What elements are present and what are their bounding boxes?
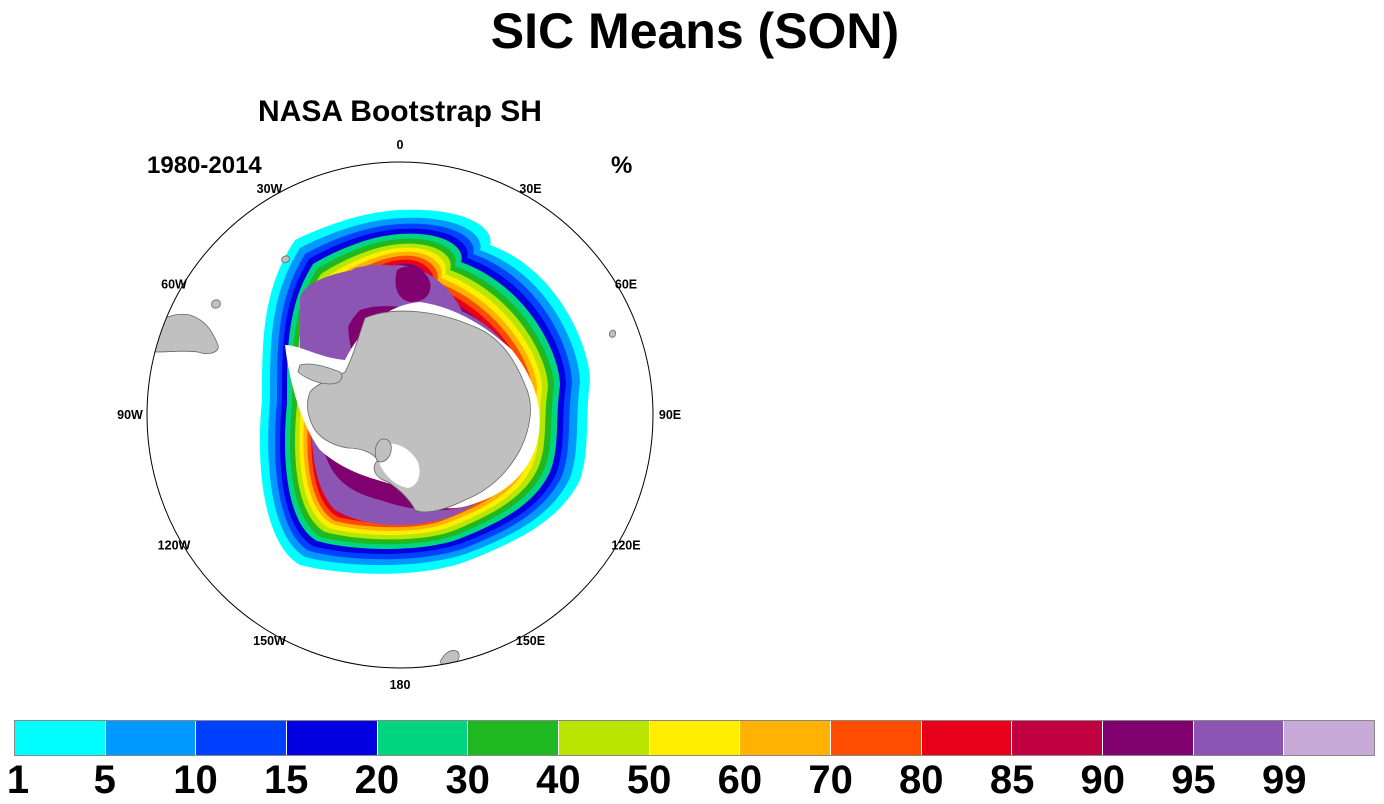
colorbar-box [468,721,560,755]
colorbar-label: 60 [717,758,763,802]
colorbar-label: 5 [93,758,116,802]
longitude-labels: 0 30E 60E 90E 120E 150E 180 150W 120W 90W 60W 30W [117,138,681,692]
colorbar-box [196,721,288,755]
colorbar-label: 15 [263,758,309,802]
longitude-label: 30E [519,182,541,196]
map-field [147,209,616,668]
panel-title: NASA Bootstrap SH [258,95,542,128]
polar-map: 0 30E 60E 90E 120E 150E 180 150W 120W 90W 60W 30W [117,138,681,692]
colorbar-box [1193,721,1285,755]
colorbar-box [1103,721,1194,755]
longitude-label: 120W [158,539,191,553]
new-zealand-land [439,650,460,668]
longitude-label: 90E [659,408,681,422]
colorbar [14,720,1375,756]
longitude-label: 120E [611,539,640,553]
ross-sea-inner-land [374,438,392,463]
longitude-label: 150W [253,634,286,648]
longitude-label: 30W [257,182,283,196]
colorbar-box [15,721,106,755]
colorbar-label: 1 [6,758,30,802]
colorbar-label: 10 [173,758,218,802]
colorbar-box [921,721,1013,755]
antarctic-peninsula-land [297,363,343,385]
south-america-land [147,313,219,354]
map-boundary-circle [146,161,654,669]
sic-band-95 [311,264,522,526]
colorbar-box [1284,721,1375,755]
colorbar-box [377,721,469,755]
colorbar-label: 99 [1262,758,1307,802]
colorbar-box [105,721,197,755]
longitude-label: 0 [397,138,404,152]
kerguelen-island-land [609,329,616,338]
colorbar-box [649,721,741,755]
colorbar-label: 90 [1080,758,1126,802]
colorbar-label: 50 [626,758,672,802]
south-georgia-land [281,255,290,263]
colorbar-label: 95 [1171,758,1216,802]
colorbar-label: 40 [536,758,581,802]
colorbar-label: 70 [808,758,853,802]
colorbar-label: 80 [899,758,944,802]
colorbar-label: 30 [445,758,490,802]
falkland-islands-land [211,299,221,309]
longitude-label: 60E [615,278,637,292]
antarctica-land [307,310,531,513]
colorbar-box [559,721,650,755]
main-title: SIC Means (SON) [490,3,900,59]
colorbar-box [287,721,378,755]
longitude-label: 180 [390,678,411,692]
longitude-label: 60W [161,278,187,292]
colorbar-box [831,721,922,755]
period-label: 1980-2014 [147,152,262,179]
longitude-label: 150E [516,634,545,648]
colorbar-box [740,721,832,755]
colorbar-label: 85 [989,758,1035,802]
longitude-label: 90W [117,408,143,422]
units-label: % [611,152,633,179]
sic-band-90-weddell-core [395,266,431,302]
colorbar-label: 20 [354,758,400,802]
colorbar-box [1012,721,1104,755]
